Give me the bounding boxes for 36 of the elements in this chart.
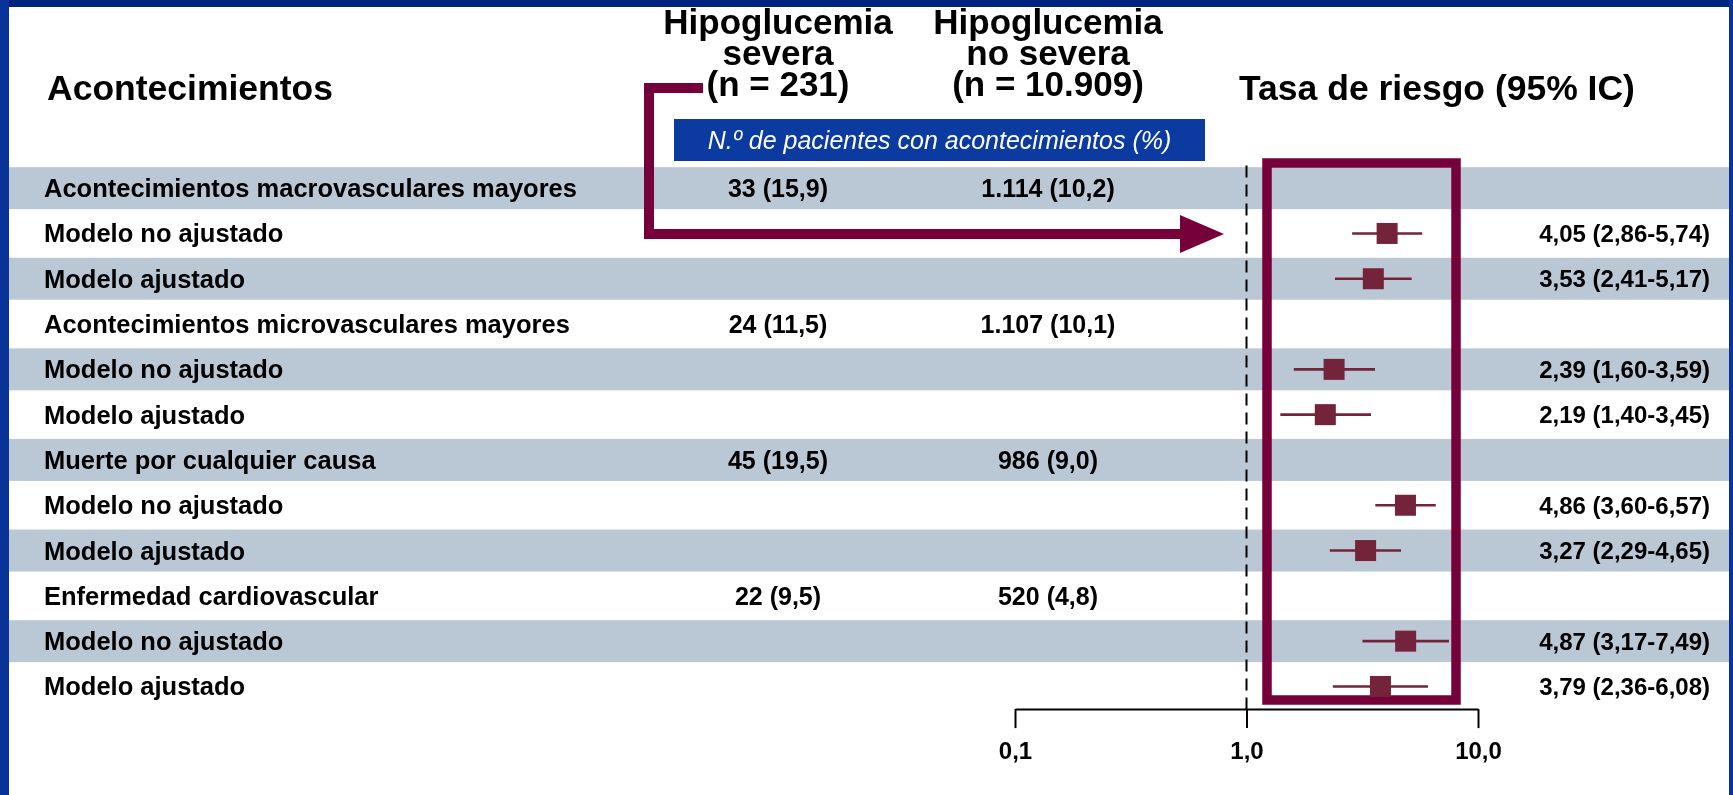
data-label: 45 (19,5) [727, 445, 829, 474]
category-label: Modelo ajustado [44, 400, 246, 429]
category-label: Modelo no ajustado [44, 491, 284, 520]
text: N.º de pacientes con acontecimientos (%) [707, 126, 1172, 154]
category-label: Modelo no ajustado [44, 627, 284, 656]
data-label: 3,79 (2,36-6,08) [1539, 672, 1710, 700]
data-label: 520 (4,8) [997, 581, 1099, 610]
category-label: Acontecimientos macrovasculares mayores [44, 174, 577, 203]
category-label: Acontecimientos microvasculares mayores [44, 310, 570, 339]
text: Hipoglucemia no severa (n = 10.909) [933, 2, 1164, 103]
x-tick-label: 0,1 [998, 737, 1033, 765]
data-label: 1.107 (10,1) [980, 310, 1116, 339]
data-label: 24 (11,5) [728, 310, 828, 339]
data-label: 986 (9,0) [997, 445, 1099, 474]
series-label: Hipoglucemia severa (n = 231) [663, 2, 894, 103]
x-tick-label: 10,0 [1455, 737, 1502, 765]
category-label: Modelo ajustado [44, 672, 246, 701]
x-tick-label: 1,0 [1230, 737, 1264, 765]
data-label: 2,39 (1,60-3,59) [1539, 355, 1710, 383]
data-label: 4,86 (3,60-6,57) [1539, 491, 1710, 519]
category-label: Enfermedad cardiovascular [44, 581, 379, 610]
data-label: 1.114 (10,2) [981, 174, 1115, 203]
category-label: Modelo no ajustado [44, 355, 284, 384]
category-label: Modelo ajustado [44, 536, 246, 565]
data-label: 4,87 (3,17-7,49) [1539, 627, 1710, 655]
data-label: 33 (15,9) [727, 174, 829, 203]
category-label: Modelo ajustado [44, 264, 246, 293]
text: Acontecimientos [47, 68, 334, 108]
category-label: Modelo no ajustado [44, 219, 284, 248]
data-label: 2,19 (1,40-3,45) [1539, 401, 1710, 429]
data-label: 3,27 (2,29-4,65) [1539, 537, 1710, 565]
data-label: 22 (9,5) [734, 581, 822, 610]
data-label: 4,05 (2,86-5,74) [1539, 219, 1710, 247]
category-label: Muerte por cualquier causa [44, 445, 377, 474]
data-label: 3,53 (2,41-5,17) [1539, 265, 1710, 293]
x-axis-title: Tasa de riesgo (95% IC) [1239, 68, 1635, 108]
